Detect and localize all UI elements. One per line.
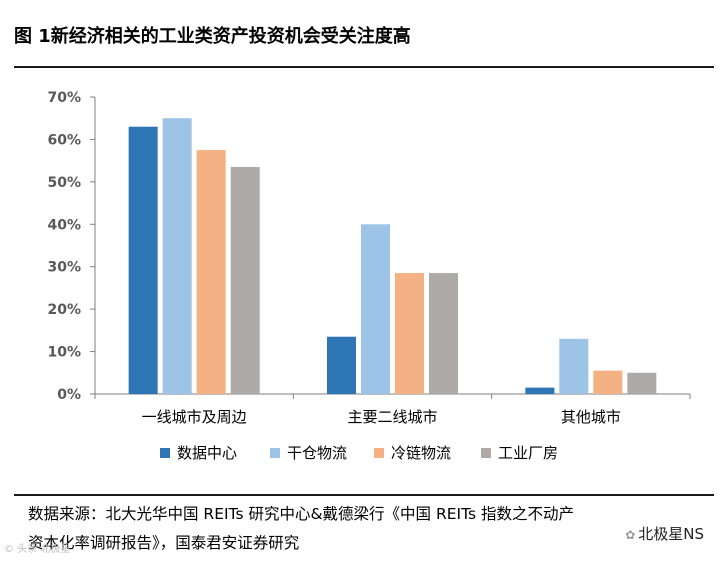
legend-swatch-工业厂房 [481,448,491,458]
legend-label-数据中心: 数据中心 [177,444,237,462]
bar-工业厂房-其他城市 [627,372,657,394]
y-tick-label: 50% [47,175,81,191]
bar-chart: 0% 10% 20% 30% 40% 50% 60% 70% 一线城市及周边 主要二线城市 其他城市… [47,90,691,462]
bar-冷链物流-主要二线城市 [395,273,424,394]
legend-swatch-数据中心 [160,448,170,458]
x-tick-label: 其他城市 [561,408,621,426]
bar-干仓物流-一线城市及周边 [162,118,192,394]
source-note: 数据来源：北大光华中国 REITs 研究中心&戴德梁行《中国 REITs 指数之… [28,500,708,558]
figure-title: 图 1新经济相关的工业类资产投资机会受关注度高 [14,26,411,47]
y-tick-label: 10% [47,345,81,361]
bar-数据中心-一线城市及周边 [128,126,158,394]
bar-工业厂房-主要二线城市 [429,273,458,394]
legend-swatch-干仓物流 [270,448,280,458]
legend-swatch-冷链物流 [374,448,384,458]
watermark-right: ✿ 北极星NS [623,523,706,544]
legend-label-工业厂房: 工业厂房 [498,444,558,462]
title-rule [14,66,714,68]
wechat-icon: ✿ [625,528,636,542]
bar-数据中心-主要二线城市 [327,336,356,394]
source-line-2: 资本化率调研报告》，国泰君安证券研究 [28,534,300,552]
bar-干仓物流-主要二线城市 [361,224,390,394]
x-tick-label: 主要二线城市 [347,408,437,426]
y-tick-label: 0% [57,387,81,403]
y-tick-label: 60% [47,132,81,148]
bar-干仓物流-其他城市 [559,338,589,394]
x-tick-label: 一线城市及周边 [142,408,247,426]
y-tick-label: 20% [47,302,81,318]
source-rule [14,494,714,496]
y-tick-label: 30% [47,260,81,276]
bar-冷链物流-其他城市 [593,370,623,394]
watermark-right-text: 北极星NS [638,525,704,543]
bar-冷链物流-一线城市及周边 [196,150,226,394]
legend-label-干仓物流: 干仓物流 [287,444,347,462]
bar-工业厂房-一线城市及周边 [230,167,260,394]
bar-数据中心-其他城市 [525,387,555,394]
y-tick-label: 40% [47,217,81,233]
y-tick-label: 70% [47,90,81,106]
legend-label-冷链物流: 冷链物流 [391,444,451,462]
watermark-left: © 头条 北极星 [4,544,71,555]
source-line-1: 数据来源：北大光华中国 REITs 研究中心&戴德梁行《中国 REITs 指数之… [28,505,575,523]
